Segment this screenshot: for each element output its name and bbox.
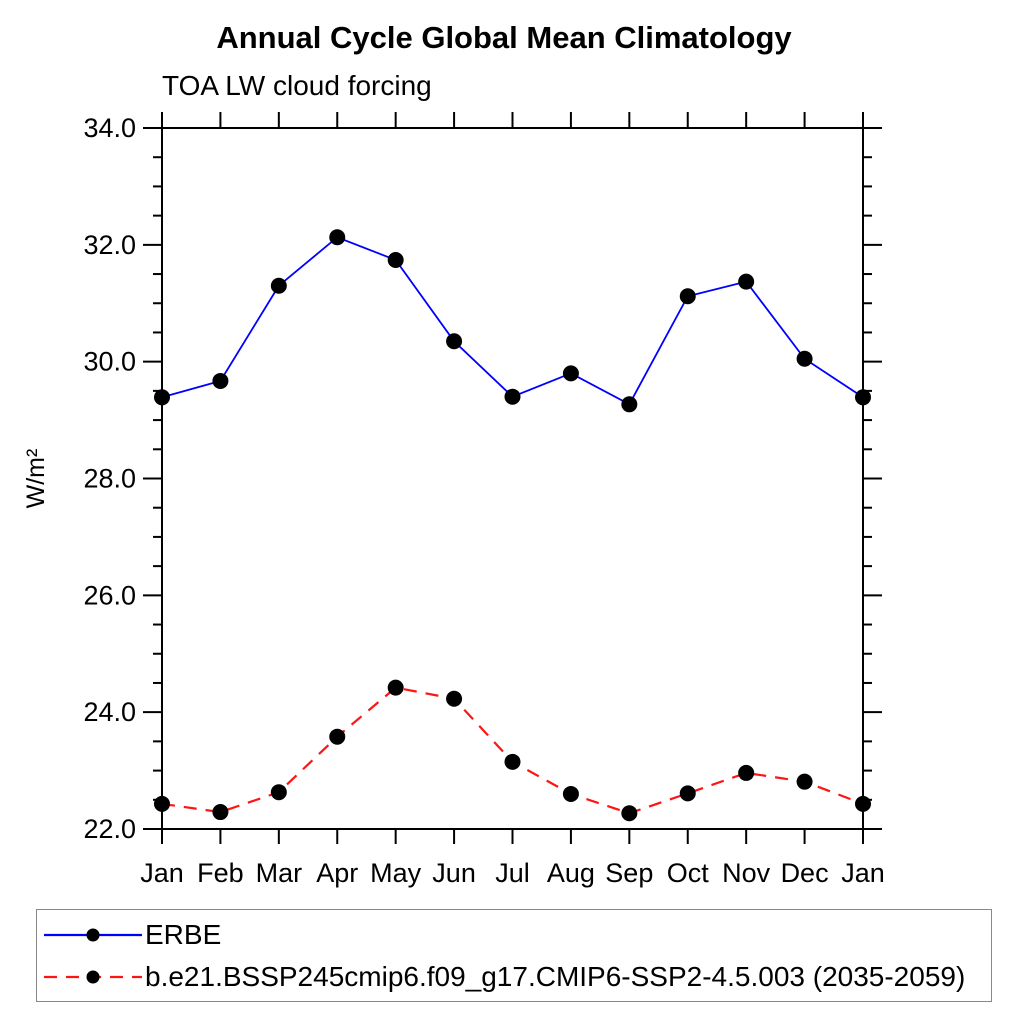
plot-frame	[161, 127, 864, 830]
series-line-model	[161, 686, 864, 815]
data-point-marker	[504, 388, 521, 405]
x-tick-label: May	[370, 858, 422, 888]
legend-marker-dot	[86, 970, 100, 983]
x-tick-label: Aug	[547, 858, 595, 888]
data-point-marker	[270, 277, 287, 294]
legend-label-model: b.e21.BSSP245cmip6.f09_g17.CMIP6-SSP2-4.…	[145, 960, 966, 992]
data-point-marker	[504, 753, 521, 770]
y-tick-label: 30.0	[83, 347, 136, 377]
legend-item-model: b.e21.BSSP245cmip6.f09_g17.CMIP6-SSP2-4.…	[41, 956, 991, 998]
chart-title: Annual Cycle Global Mean Climatology	[216, 20, 792, 55]
chart-subtitle: TOA LW cloud forcing	[162, 70, 432, 101]
data-point-marker	[796, 773, 813, 790]
x-tick-label: Dec	[781, 858, 829, 888]
data-point-marker	[738, 764, 755, 781]
x-tick-label: Nov	[722, 858, 771, 888]
data-point-marker	[270, 784, 287, 801]
x-tick-label: Mar	[256, 858, 303, 888]
data-point-marker	[446, 690, 463, 707]
data-point-marker	[738, 273, 755, 290]
data-point-marker	[621, 805, 638, 822]
series-line-erbe	[161, 236, 864, 406]
x-tick-label: Jan	[140, 858, 184, 888]
x-tick-label: Sep	[605, 858, 653, 888]
data-point-marker	[679, 785, 696, 802]
x-tick-label: Jun	[432, 858, 476, 888]
legend-line-sample-solid	[44, 928, 142, 941]
x-tick-label: Apr	[316, 858, 358, 888]
x-tick-label: Jul	[495, 858, 530, 888]
legend-box: ERBE b.e21.BSSP245cmip6.f09_g17.CMIP6-SS…	[36, 909, 992, 1002]
data-point-marker	[562, 785, 579, 802]
legend-marker-dot	[86, 928, 100, 941]
data-point-marker	[212, 372, 229, 389]
y-tick-label: 26.0	[83, 580, 136, 610]
y-tick-label: 32.0	[83, 230, 136, 260]
data-point-marker	[679, 288, 696, 305]
data-point-marker	[387, 252, 404, 269]
legend-item-erbe: ERBE	[41, 914, 991, 956]
legend-line-sample-dashed	[44, 970, 142, 983]
data-point-marker	[154, 389, 170, 406]
data-point-marker	[329, 728, 346, 745]
data-point-marker	[446, 333, 463, 350]
data-point-marker	[855, 795, 871, 812]
y-tick-label: 24.0	[83, 697, 136, 727]
y-tick-label: 34.0	[83, 113, 136, 143]
data-point-marker	[154, 795, 170, 812]
data-point-marker	[387, 679, 404, 696]
data-point-marker	[562, 365, 579, 382]
x-tick-label: Jan	[841, 858, 885, 888]
y-axis-label: W/m²	[22, 449, 50, 509]
data-point-marker	[855, 389, 871, 406]
data-point-marker	[212, 804, 229, 821]
x-tick-label: Feb	[197, 858, 244, 888]
y-tick-label: 22.0	[83, 814, 136, 844]
data-point-marker	[621, 396, 638, 413]
x-tick-label: Oct	[667, 858, 710, 888]
data-point-marker	[796, 350, 813, 367]
legend-label-erbe: ERBE	[145, 918, 222, 950]
y-tick-label: 28.0	[83, 464, 136, 494]
data-point-marker	[329, 229, 346, 246]
